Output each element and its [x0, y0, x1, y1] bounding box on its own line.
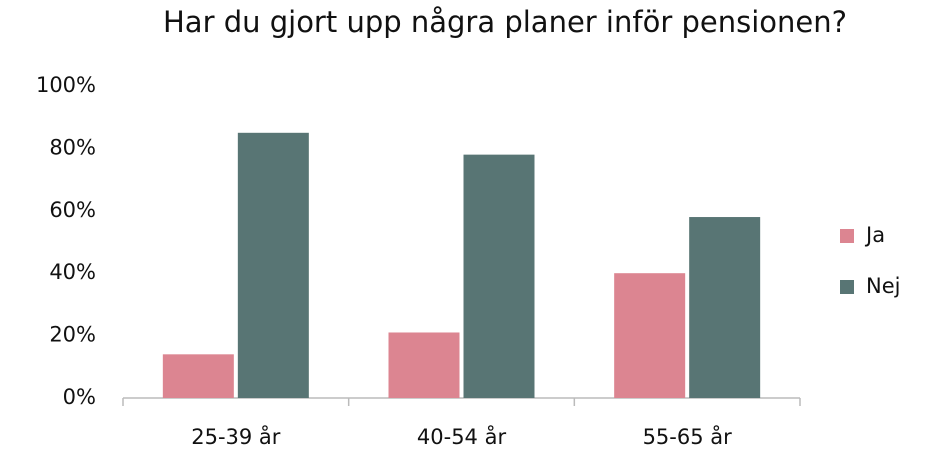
- bar: [237, 132, 309, 399]
- y-tick-label: 100%: [36, 73, 96, 97]
- y-tick-label: 0%: [63, 385, 96, 409]
- bar: [463, 154, 535, 398]
- y-tick-label: 40%: [49, 260, 96, 284]
- bar: [388, 332, 460, 398]
- x-tick-label: 25-39 år: [191, 424, 281, 449]
- legend-label: Nej: [866, 274, 900, 298]
- bar: [162, 354, 234, 398]
- legend-swatch: [840, 229, 854, 243]
- chart-title: Har du gjort upp några planer inför pens…: [163, 5, 847, 39]
- y-tick-label: 80%: [49, 135, 96, 159]
- legend-swatch: [840, 280, 854, 294]
- x-tick-label: 40-54 år: [417, 424, 507, 449]
- y-tick-label: 20%: [49, 323, 96, 347]
- x-tick-label: 55-65 år: [643, 424, 733, 449]
- bar: [614, 273, 686, 398]
- bar: [689, 217, 761, 398]
- legend-label: Ja: [864, 223, 885, 247]
- y-tick-label: 60%: [49, 198, 96, 222]
